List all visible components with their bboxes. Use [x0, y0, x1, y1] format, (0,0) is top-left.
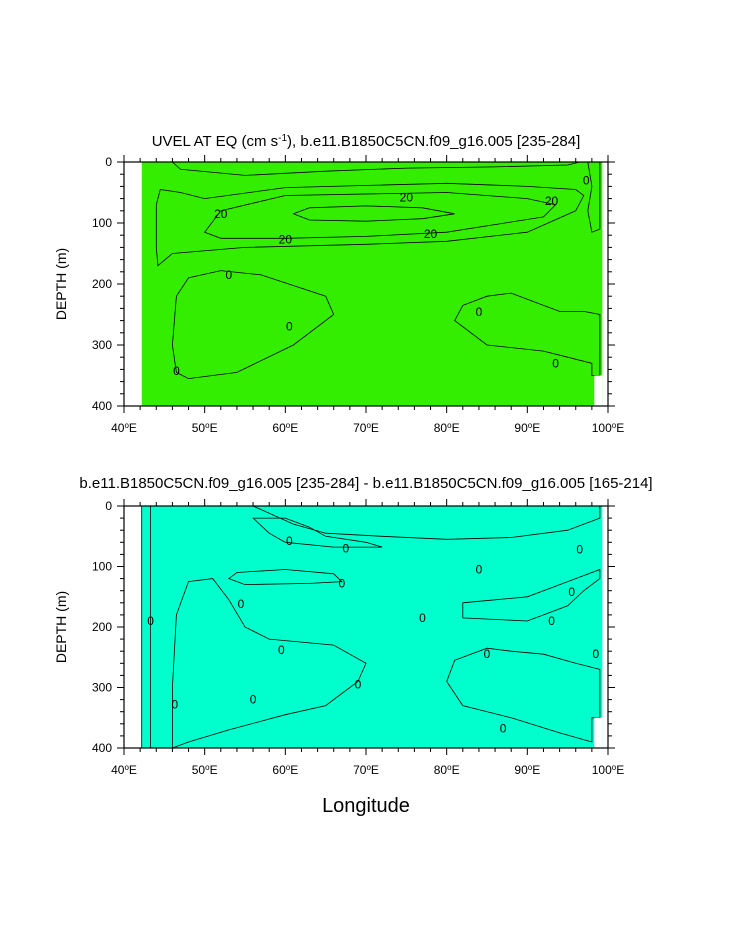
x-tick-label: 80oE — [434, 421, 460, 436]
y-tick-label: 400 — [92, 741, 112, 755]
masked-region — [594, 717, 603, 748]
y-tick-label: 300 — [92, 338, 112, 352]
contour-label: 0 — [171, 697, 178, 711]
contour-label: 0 — [342, 541, 349, 555]
contour-label: 20 — [424, 227, 438, 241]
contour-region-3 — [252, 517, 383, 548]
contour-label: 0 — [500, 722, 507, 736]
contour-label: 0 — [476, 305, 483, 319]
contour-label: 20 — [545, 194, 559, 208]
upper-panel-title: UVEL AT EQ (cm s-1), b.e11.B1850C5CN.f09… — [152, 133, 581, 151]
x-tick-label: 40oE — [111, 763, 137, 778]
contour-label: 0 — [250, 693, 257, 707]
x-axis-label: Longitude — [322, 795, 410, 817]
y-tick-label: 0 — [105, 155, 112, 169]
x-tick-label: 50oE — [192, 763, 218, 778]
contour-region-5 — [171, 270, 335, 380]
y-tick-label: 200 — [92, 277, 112, 291]
contour-region-0 — [171, 161, 580, 176]
x-tick-label: 100oE — [592, 421, 625, 436]
contour-label: 0 — [226, 268, 233, 282]
x-tick-label: 70oE — [353, 421, 379, 436]
x-tick-label: 50oE — [192, 421, 218, 436]
lower-panel-title: b.e11.B1850C5CN.f09_g16.005 [235-284] - … — [79, 475, 652, 492]
x-tick-label: 90oE — [514, 763, 540, 778]
x-tick-label: 70oE — [353, 763, 379, 778]
contour-label: 0 — [419, 611, 426, 625]
contour-label: 0 — [552, 356, 559, 370]
contour-label: 0 — [576, 543, 583, 557]
contour-label: 0 — [476, 563, 483, 577]
lower-y-axis-label: DEPTH (m) — [53, 591, 69, 663]
y-tick-label: 0 — [105, 499, 112, 513]
contour-label: 0 — [278, 643, 285, 657]
contour-region-4 — [292, 205, 455, 222]
masked-region — [594, 375, 603, 406]
x-tick-label: 60oE — [272, 421, 298, 436]
contour-label: 0 — [238, 597, 245, 611]
y-tick-label: 200 — [92, 620, 112, 634]
contour-region-4 — [252, 505, 601, 540]
field-background — [141, 506, 603, 748]
x-tick-label: 90oE — [514, 421, 540, 436]
contour-label: 0 — [286, 320, 293, 334]
contour-label: 20 — [214, 207, 228, 221]
x-tick-label: 80oE — [434, 763, 460, 778]
contour-label: 0 — [338, 576, 345, 590]
contour-region-3 — [204, 192, 557, 239]
contour-region-6 — [446, 647, 601, 743]
contour-label: 0 — [355, 677, 362, 691]
contour-label: 20 — [400, 190, 414, 204]
y-tick-label: 300 — [92, 681, 112, 695]
x-tick-label: 60oE — [272, 763, 298, 778]
field-background — [141, 162, 603, 406]
lower-contour-panel: b.e11.B1850C5CN.f09_g16.005 [235-284] - … — [53, 475, 653, 817]
upper-y-axis-label: DEPTH (m) — [53, 248, 69, 320]
contour-label: 0 — [286, 534, 293, 548]
contour-region-1 — [171, 578, 367, 749]
contour-label: 0 — [484, 647, 491, 661]
contour-label: 0 — [548, 614, 555, 628]
contour-region-6 — [454, 292, 601, 376]
contour-region-2 — [155, 182, 585, 267]
x-tick-label: 40oE — [111, 421, 137, 436]
contour-label: 0 — [568, 585, 575, 599]
y-tick-label: 400 — [92, 399, 112, 413]
lower-plot-area: 0 0 0 0 0 0 0 0 0 0 0 0 0 0 0 0 0 40oE 50oE 60oE 70oE 80oE 90o… — [92, 499, 624, 777]
contour-region-2 — [228, 569, 343, 586]
contour-label: 0 — [593, 647, 600, 661]
contour-label: 0 — [147, 614, 154, 628]
upper-contour-panel: UVEL AT EQ (cm s-1), b.e11.B1850C5CN.f09… — [53, 133, 624, 436]
contour-label: 20 — [279, 232, 293, 246]
contour-region-5 — [462, 568, 601, 622]
x-tick-label: 100oE — [592, 763, 625, 778]
y-tick-label: 100 — [92, 560, 112, 574]
y-tick-label: 100 — [92, 216, 112, 230]
contour-label: 0 — [173, 364, 180, 378]
contour-label: 0 — [583, 173, 590, 187]
